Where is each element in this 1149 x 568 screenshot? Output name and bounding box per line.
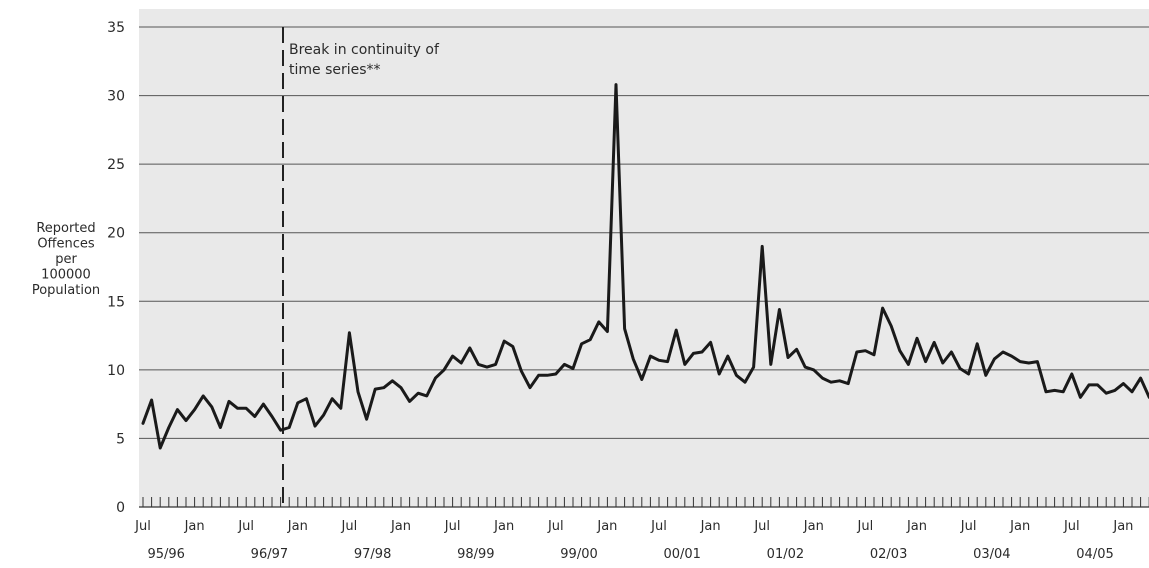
financial-year-label: 04/05 xyxy=(1076,547,1113,562)
annotation-text: time series** xyxy=(289,62,381,78)
y-tick-label: 10 xyxy=(107,363,125,379)
y-tick-label: 15 xyxy=(107,294,125,310)
y-label-line: per xyxy=(55,252,77,267)
x-tick-label: Jan xyxy=(700,519,721,534)
y-tick-label: 20 xyxy=(107,226,125,242)
series-layer xyxy=(141,83,1149,450)
x-tick-label: Jul xyxy=(1063,519,1080,534)
x-tick-label: Jul xyxy=(547,519,564,534)
x-tick-label: Jan xyxy=(1009,519,1030,534)
x-tick-label: Jan xyxy=(906,519,927,534)
x-tick-label: Jul xyxy=(857,519,874,534)
x-tick-label: Jul xyxy=(444,519,461,534)
x-tick-label: Jul xyxy=(237,519,254,534)
y-tick-label: 25 xyxy=(107,157,125,173)
financial-year-label: 96/97 xyxy=(251,547,288,562)
financial-year-label: 00/01 xyxy=(663,547,700,562)
y-tick-label: 5 xyxy=(116,431,125,447)
break-annotation: Break in continuity of time series** xyxy=(282,27,440,507)
x-tick-label: Jan xyxy=(596,519,617,534)
financial-year-label: 97/98 xyxy=(354,547,391,562)
y-axis-tick-labels: 0 5 10 15 20 25 30 35 xyxy=(107,20,125,516)
x-tick-label: Jan xyxy=(287,519,308,534)
plot-background xyxy=(139,9,1149,507)
grid-lines xyxy=(139,9,1149,508)
financial-year-label: 02/03 xyxy=(870,547,907,562)
x-tick-label: Jan xyxy=(184,519,205,534)
y-label-line: Population xyxy=(32,283,100,298)
y-label-line: Reported xyxy=(36,221,95,236)
x-tick-label: Jul xyxy=(134,519,151,534)
x-tick-label: Jan xyxy=(390,519,411,534)
series-line xyxy=(141,83,1149,450)
y-label-line: Offences xyxy=(37,237,95,252)
x-tick-label: Jan xyxy=(493,519,514,534)
financial-year-label: 03/04 xyxy=(973,547,1010,562)
financial-year-label: 98/99 xyxy=(457,547,494,562)
x-tick-label: Jul xyxy=(341,519,358,534)
x-tick-label: Jul xyxy=(960,519,977,534)
financial-year-label: 01/02 xyxy=(767,547,804,562)
x-tick-label: Jan xyxy=(803,519,824,534)
financial-year-label: 99/00 xyxy=(560,547,597,562)
x-axis-ticks: Jul Jan Jul Jan Jul Jan Jul Jan Jul Jan Jul Jan Jul J… xyxy=(134,497,1149,562)
x-tick-label: Jul xyxy=(650,519,667,534)
x-tick-label: Jul xyxy=(753,519,770,534)
annotation-text: Break in continuity of xyxy=(289,42,440,58)
y-tick-label: 30 xyxy=(107,89,125,105)
x-tick-label: Jan xyxy=(1112,519,1133,534)
y-tick-label: 35 xyxy=(107,20,125,36)
financial-year-label: 95/96 xyxy=(147,547,184,562)
y-tick-label: 0 xyxy=(116,500,125,516)
y-label-line: 100000 xyxy=(41,268,91,283)
